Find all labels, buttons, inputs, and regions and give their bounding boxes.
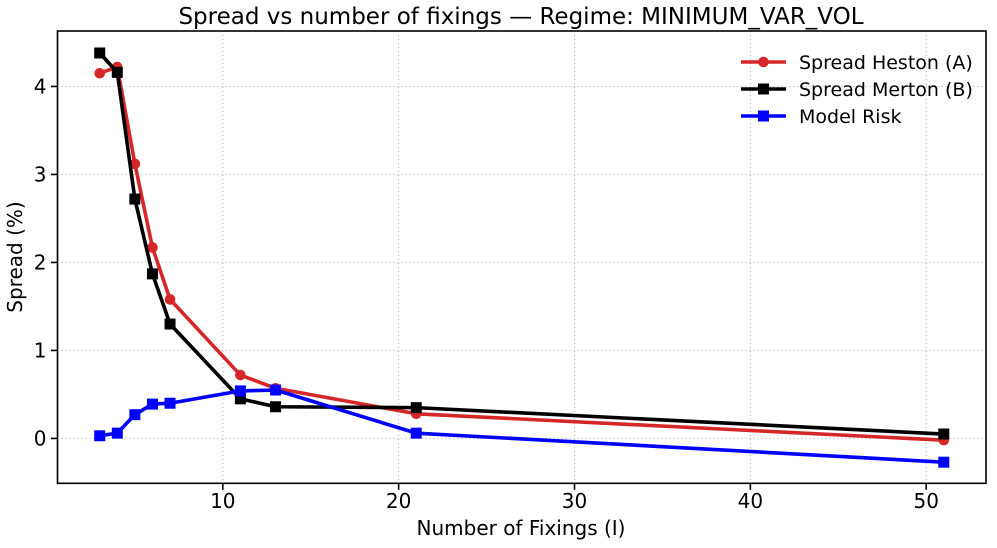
data-point-spread-merton-b	[129, 193, 141, 205]
data-point-spread-merton-b	[938, 428, 950, 440]
y-tick-label: 4	[34, 74, 47, 98]
data-point-model-risk	[410, 427, 422, 439]
data-point-spread-heston-a	[235, 369, 246, 381]
data-point-model-risk	[129, 409, 141, 421]
y-axis-label: Spread (%)	[3, 201, 27, 312]
legend-circle-icon	[758, 56, 769, 68]
data-point-spread-merton-b	[410, 402, 422, 414]
y-tick-label: 3	[34, 162, 47, 186]
data-point-spread-merton-b	[270, 401, 282, 413]
legend-square-icon	[758, 110, 769, 122]
x-tick-label: 10	[210, 489, 235, 513]
legend-item-model-risk: Model Risk	[741, 106, 901, 128]
x-axis-label: Number of Fixings (I)	[417, 516, 626, 540]
data-point-spread-heston-a	[129, 158, 141, 170]
data-point-model-risk	[146, 398, 158, 410]
data-point-model-risk	[164, 397, 176, 409]
data-point-spread-merton-b	[234, 393, 246, 405]
y-tick-label: 0	[34, 426, 47, 450]
series-layer	[94, 47, 950, 468]
data-point-spread-merton-b	[146, 268, 158, 280]
data-point-spread-merton-b	[164, 318, 176, 330]
legend-label: Model Risk	[799, 106, 901, 128]
y-tick-label: 2	[34, 250, 47, 274]
legend-label: Spread Heston (A)	[799, 52, 973, 74]
data-point-spread-heston-a	[147, 242, 158, 253]
legend-item-spread-merton-b: Spread Merton (B)	[741, 79, 973, 101]
data-point-spread-heston-a	[94, 67, 106, 79]
data-point-model-risk	[938, 456, 950, 468]
x-tick-label: 40	[738, 489, 763, 513]
legend-label: Spread Merton (B)	[799, 79, 973, 101]
legend-square-icon	[758, 83, 769, 95]
data-point-model-risk	[270, 384, 282, 396]
data-point-spread-heston-a	[164, 294, 176, 305]
tick-layer: 10 20 30 40 50 0 1 2 3 4	[34, 74, 939, 512]
x-tick-label: 20	[386, 489, 411, 513]
data-point-model-risk	[94, 430, 106, 442]
legend-item-spread-heston-a: Spread Heston (A)	[741, 52, 973, 74]
legend: Spread Heston (A) Spread Merton (B) Model …	[741, 52, 973, 128]
chart-title: Spread vs number of fixings — Regime: MI…	[178, 4, 863, 30]
axes-border	[56, 30, 987, 485]
data-point-model-risk	[234, 385, 246, 397]
data-point-model-risk	[111, 427, 123, 439]
y-tick-label: 1	[34, 338, 47, 362]
data-point-spread-merton-b	[111, 66, 123, 78]
data-point-spread-merton-b	[94, 47, 106, 59]
x-tick-label: 50	[913, 489, 938, 513]
x-tick-label: 30	[562, 489, 587, 513]
